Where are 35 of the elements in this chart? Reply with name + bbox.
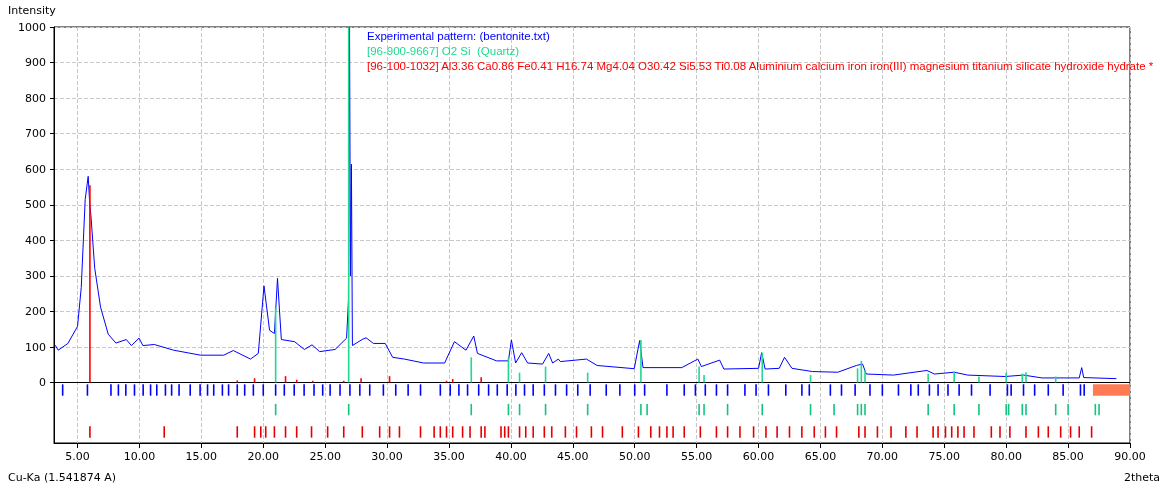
y-tick-label: 0	[39, 376, 46, 390]
x-tick-label: 15.00	[185, 450, 218, 463]
y-tick-label: 200	[25, 304, 46, 318]
text: [96-100-1032] Al3.36 Ca0.86 Fe0.41 H16.74 Mg4.04 O30.42 Si5.53 Ti0.08 Aluminium calcium iron iron(III) magnesium titanium silicate hydroxide hydrate *	[367, 60, 1154, 72]
y-tick-label: 1000	[18, 20, 46, 34]
x-tick-label: 80.00	[990, 450, 1022, 463]
x-tick-label: 90.00	[1114, 450, 1146, 463]
y-tick-label: 800	[25, 91, 46, 105]
x-tick-label: 35.00	[433, 450, 465, 463]
x-tick-label: 5.00	[65, 450, 90, 463]
x-tick-label: 55.00	[680, 450, 713, 463]
y-tick-label: 100	[25, 340, 46, 354]
x-tick-label: 50.00	[618, 450, 651, 463]
y-tick-label: 300	[25, 269, 46, 283]
y-axis-title: Intensity	[8, 4, 57, 17]
x-tick-label: 70.00	[866, 450, 899, 463]
y-tick-label: 900	[25, 56, 46, 70]
x-tick-label: 25.00	[309, 450, 341, 463]
series-label: [96-900-9667] O2 Si (Quartz)	[367, 45, 520, 57]
x-tick-label: 65.00	[804, 450, 837, 463]
x-tick-label: 40.00	[495, 450, 527, 463]
y-tick-label: 600	[25, 162, 46, 176]
y-tick-label: 500	[25, 198, 46, 212]
y-tick-label: 400	[25, 233, 46, 247]
x-axis-title: 2theta	[1123, 471, 1160, 484]
x-tick-label: 20.00	[247, 450, 280, 463]
text: Cu-Ka (1.541874 A)	[8, 471, 116, 484]
x-tick-label: 45.00	[557, 450, 589, 463]
x-tick-label: 85.00	[1052, 450, 1084, 463]
x-tick-label: 10.00	[123, 450, 156, 463]
series-label: Experimental pattern: (bentonite.txt)	[367, 30, 550, 42]
y-tick-label: 700	[25, 127, 46, 141]
x-tick-label: 75.00	[928, 450, 961, 463]
x-tick-label: 60.00	[742, 450, 775, 463]
x-tick-label: 30.00	[371, 450, 403, 463]
